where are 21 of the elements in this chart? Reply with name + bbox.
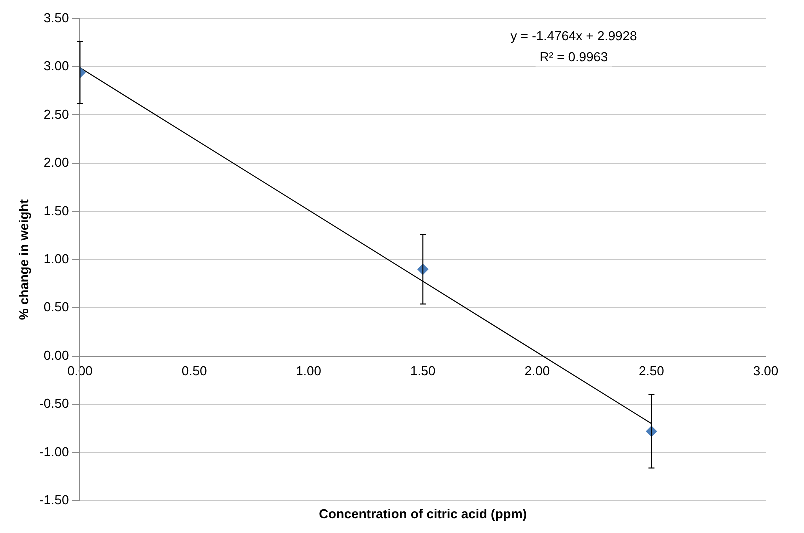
y-axis-title: % change in weight	[16, 198, 32, 320]
x-tick-label: 1.50	[410, 364, 436, 379]
y-tick-label: -0.50	[40, 396, 70, 412]
y-tick-label: 2.50	[44, 106, 70, 122]
y-tick-label: -1.50	[40, 492, 70, 508]
y-tick-label: 3.00	[44, 58, 70, 74]
x-axis-title: Concentration of citric acid (ppm)	[319, 506, 528, 522]
y-tick-label: 1.50	[44, 203, 70, 218]
y-tick-label: -1.00	[40, 444, 70, 460]
x-tick-label: 2.00	[524, 364, 550, 379]
y-tick-label: 0.50	[44, 300, 70, 315]
x-tick-label: 2.50	[639, 364, 664, 379]
y-tick-label: 1.00	[44, 251, 70, 266]
y-tick-label: 3.50	[44, 10, 70, 26]
x-tick-label: 0.50	[182, 364, 208, 379]
annotation: R² = 0.9963	[540, 49, 608, 64]
annotation: y = -1.4764x + 2.9928	[510, 28, 638, 44]
x-tick-label: 1.00	[296, 364, 322, 379]
x-tick-label: 3.00	[753, 364, 779, 379]
y-tick-label: 0.00	[44, 348, 70, 363]
y-tick-label: 2.00	[44, 155, 70, 170]
